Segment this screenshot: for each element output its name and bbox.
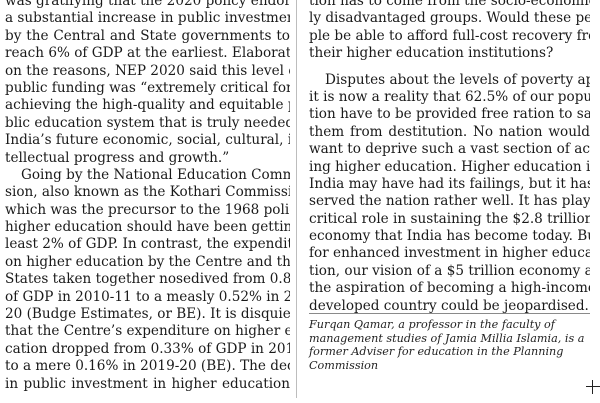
text-line: public funding was “extremely critical f… [5,79,290,96]
text-line: served the nation rather well. It has pl… [309,193,590,210]
text-line: India may have had its failings, but it … [309,175,590,192]
text-line: tion, our vision of a $5 trillion econom… [309,262,590,279]
text-line: on the reasons, NEP 2020 said this level… [5,62,290,79]
text-line: was gratifying that the 2020 policy endo… [5,0,290,9]
text-line: in public investment in higher education [5,375,290,392]
text-line: blic education system that is truly need… [5,114,290,131]
text-line: reach 6% of GDP at the earliest. Elabora… [5,45,290,62]
text-line: to a mere 0.16% in 2019-20 (BE). The dec… [5,358,290,375]
bio-line: Furqan Qamar, a professor in the faculty… [309,318,555,331]
text-line: tion have to be provided free ration to … [309,106,590,123]
text-line: critical role in sustaining the $2.8 tri… [309,210,590,227]
text-line: want to deprive such a vast section of a… [309,141,590,158]
text-line: least 2% of GDP. In contrast, the expend… [5,236,290,253]
column-divider [296,0,297,398]
right-column: tion has to come from the socio-economic… [309,0,590,315]
bio-divider [309,313,590,314]
text-line: cation dropped from 0.33% of GDP in 2010… [5,340,290,357]
text-line: which was the precursor to the 1968 poli… [5,201,290,218]
text-line: Going by the National Education Commis- [21,166,290,183]
text-line: achieving the high-quality and equitable… [5,97,290,114]
bio-line: Commission [309,358,379,372]
text-line: States taken together nosedived from 0.8… [5,271,290,288]
text-line: them from destitution. No nation would [309,123,590,140]
text-line: for enhanced investment in higher educa- [309,245,590,262]
text-line: tion has to come from the socio-economic… [309,0,590,9]
crop-mark-icon [586,380,600,394]
left-column: was gratifying that the 2020 policy endo… [5,0,290,393]
text-line: ple be able to afford full-cost recovery… [309,27,590,44]
text-line: of GDP in 2010-11 to a measly 0.52% in 2… [5,288,290,305]
text-line: a substantial increase in public investm… [5,10,290,27]
text-line: ly disadvantaged groups. Would these peo… [309,10,590,27]
text-line: economy that India has become today. But [309,228,590,245]
text-line: developed country could be jeopardised. [309,297,589,314]
text-line: sion, also known as the Kothari Commissi… [5,184,290,201]
bio-line: former Adviser for education in the Plan… [309,345,564,359]
text-line: 20 (Budge Estimates, or BE). It is disqu… [5,306,290,323]
text-line: India’s future economic, social, cultura… [5,132,290,149]
text-line: their higher education institutions? [309,45,554,62]
text-line: it is now a reality that 62.5% of our po… [309,88,590,105]
text-line: the aspiration of becoming a high-income [309,280,590,297]
text-line: that the Centre’s expenditure on higher … [5,323,290,340]
text-line: Disputes about the levels of poverty apa… [325,71,590,88]
text-line: tellectual progress and growth.” [5,149,230,166]
text-line: by the Central and State governments to [5,27,290,44]
text-line: ing higher education. Higher education i… [309,158,590,175]
text-line: on higher education by the Centre and th… [5,253,290,270]
text-line: higher education should have been gettin… [5,219,290,236]
author-bio: Furqan Qamar, a professor in the faculty… [309,318,585,372]
bio-line: management studies of Jamia Millia Islam… [309,331,585,345]
